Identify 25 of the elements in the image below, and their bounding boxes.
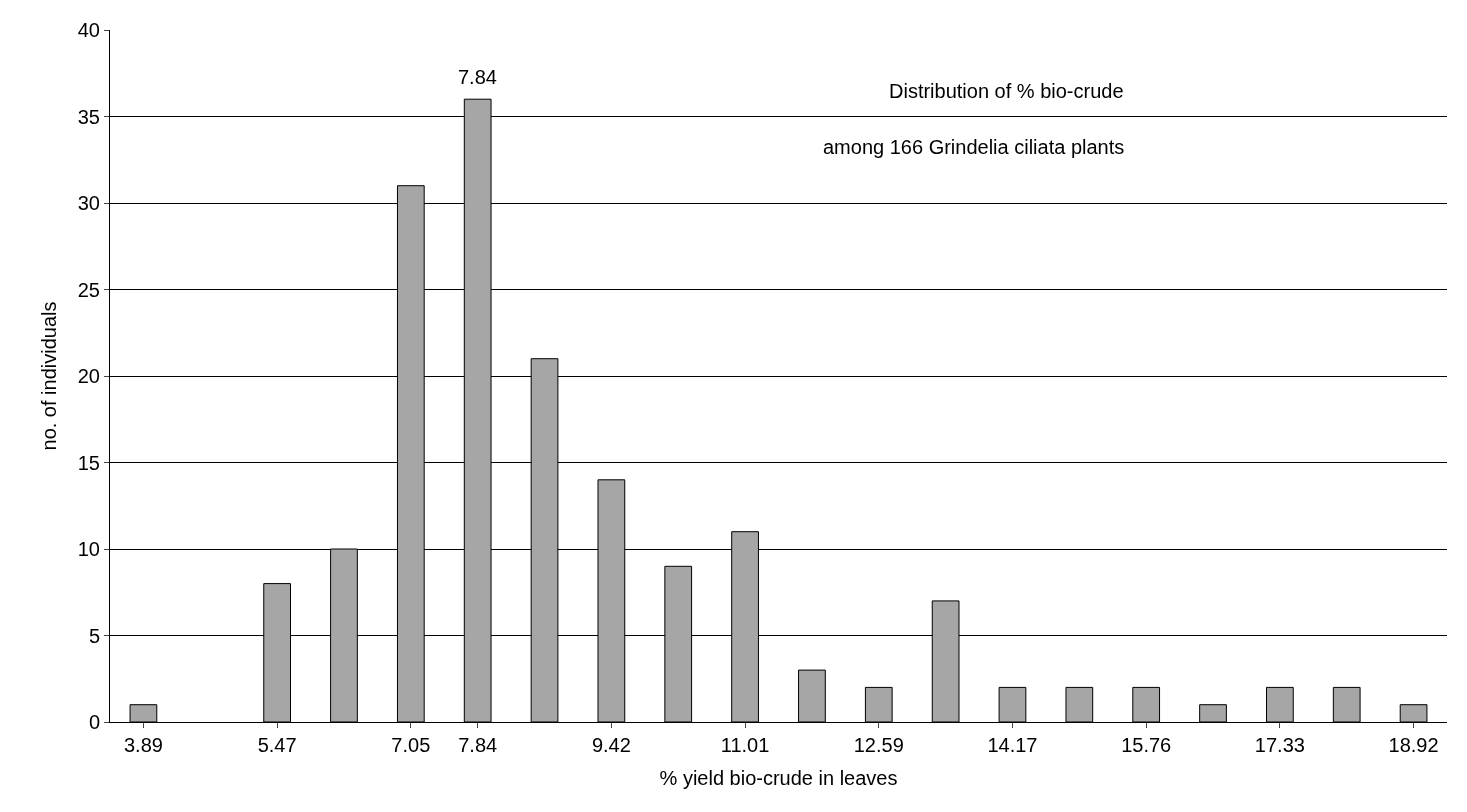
y-tick-label: 20 (77, 365, 100, 387)
annotation: 7.84 (458, 66, 497, 88)
text: Distribution of % bio-crude (889, 80, 1124, 102)
x-tick-label: 17.33 (1254, 734, 1305, 756)
y-tick-label: 40 (77, 19, 100, 41)
x-axis-title: % yield bio-crude in leaves (659, 766, 898, 789)
y-axis-title: no. of individuals (38, 301, 61, 451)
x-tick-label: 3.89 (123, 734, 163, 756)
y-tick-label: 10 (77, 538, 100, 560)
x-tick-label: 9.42 (591, 734, 631, 756)
y-tick-label: 35 (77, 105, 100, 128)
x-tick-label: 14.17 (987, 734, 1038, 756)
x-tick-label: 11.01 (720, 734, 770, 756)
y-tick-label: 15 (77, 451, 100, 474)
y-tick-label: 0 (88, 711, 100, 733)
x-tick-label: 12.59 (853, 734, 904, 756)
y-tick-label: 5 (88, 624, 100, 647)
text: among 166 Grindelia ciliata plants (823, 136, 1125, 158)
y-tick-label: 25 (77, 278, 100, 301)
x-tick-label: 5.47 (257, 734, 297, 756)
x-tick-label: 7.84 (458, 734, 498, 756)
x-tick-label: 7.05 (391, 734, 431, 756)
x-tick-label: 18.92 (1388, 734, 1439, 756)
y-tick-label: 30 (77, 192, 100, 214)
x-tick-label: 15.76 (1121, 734, 1172, 756)
